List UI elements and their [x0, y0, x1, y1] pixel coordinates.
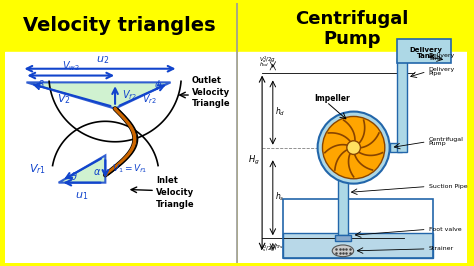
Text: $V_d^2/2g$: $V_d^2/2g$	[259, 54, 276, 65]
Polygon shape	[27, 82, 171, 109]
Text: $u_1$: $u_1$	[75, 190, 89, 202]
Text: $\alpha$: $\alpha$	[93, 167, 101, 177]
Bar	[398, 58, 407, 152]
Text: Velocity triangles: Velocity triangles	[23, 16, 215, 35]
Bar	[283, 199, 434, 258]
Text: $h_d$: $h_d$	[275, 105, 285, 118]
Text: $h_s$: $h_s$	[275, 190, 284, 202]
Text: Outlet
Velocity
Triangle: Outlet Velocity Triangle	[192, 76, 231, 109]
Text: Centrifugal: Centrifugal	[428, 137, 464, 142]
Text: Foot valve: Foot valve	[428, 227, 461, 232]
Text: Centrifugal
Pump: Centrifugal Pump	[295, 10, 409, 48]
Text: $\theta$: $\theta$	[70, 170, 78, 182]
Text: $V_1=V_{f1}$: $V_1=V_{f1}$	[112, 163, 147, 175]
Bar	[238, 52, 466, 263]
Bar	[338, 179, 348, 235]
Text: $V_s^2/2g$: $V_s^2/2g$	[259, 243, 276, 253]
Text: Tank: Tank	[417, 53, 435, 59]
Circle shape	[318, 111, 390, 184]
Bar	[398, 39, 451, 63]
Text: Pump: Pump	[428, 141, 446, 146]
Text: Delivery: Delivery	[428, 53, 455, 58]
Text: Tank: Tank	[428, 56, 443, 61]
Text: Inlet
Velocity
Triangle: Inlet Velocity Triangle	[156, 176, 195, 209]
Text: $V_{r2}$: $V_{r2}$	[142, 92, 157, 106]
Text: Suction Pipe: Suction Pipe	[428, 184, 467, 189]
Text: $h_{vd}$: $h_{vd}$	[259, 60, 269, 69]
Bar	[390, 143, 402, 152]
Bar	[335, 235, 351, 241]
Circle shape	[347, 141, 360, 155]
Bar	[283, 233, 434, 258]
Text: $h_{fs}$: $h_{fs}$	[274, 243, 283, 251]
Text: $V_{w2}$: $V_{w2}$	[62, 59, 80, 73]
Ellipse shape	[332, 245, 354, 257]
Text: $\beta$: $\beta$	[37, 78, 45, 92]
Polygon shape	[59, 155, 105, 183]
Text: $V_2$: $V_2$	[56, 92, 70, 106]
Bar	[5, 52, 236, 263]
Text: Delivery: Delivery	[428, 67, 455, 72]
Text: Pipe: Pipe	[428, 71, 442, 76]
Text: $u_2$: $u_2$	[96, 54, 109, 66]
Text: $V_{f2}$: $V_{f2}$	[122, 89, 137, 102]
Text: Strainer: Strainer	[428, 246, 454, 251]
Text: $H_g$: $H_g$	[248, 154, 260, 167]
Text: $V_{r1}$: $V_{r1}$	[28, 162, 46, 176]
Text: Delivery: Delivery	[409, 47, 442, 53]
Text: Impeller: Impeller	[315, 94, 350, 103]
Circle shape	[322, 117, 385, 179]
Text: $\phi$: $\phi$	[154, 78, 162, 92]
